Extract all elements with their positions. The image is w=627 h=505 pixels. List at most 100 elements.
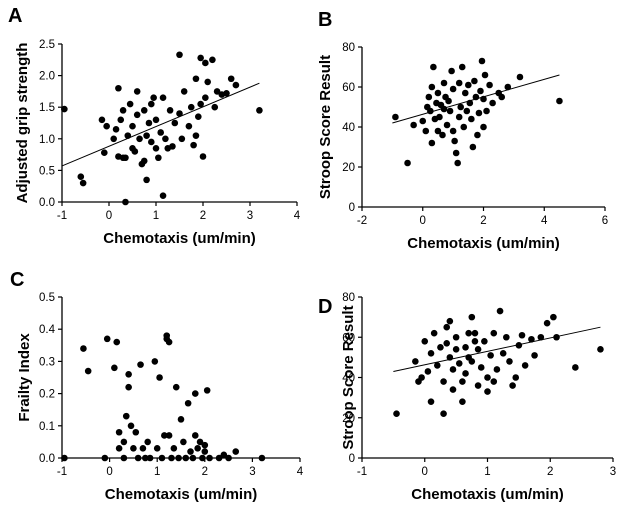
data-point xyxy=(437,344,444,351)
data-point xyxy=(178,135,186,143)
data-point xyxy=(484,374,491,381)
data-point xyxy=(155,154,162,162)
y-tick-label: 20 xyxy=(342,162,355,174)
data-point xyxy=(469,143,477,151)
data-point xyxy=(468,313,476,321)
data-point xyxy=(449,366,457,373)
data-point xyxy=(443,323,451,331)
data-point xyxy=(111,364,118,372)
data-point xyxy=(189,454,197,462)
data-point xyxy=(465,329,472,337)
data-point xyxy=(490,378,498,385)
data-point xyxy=(496,307,504,315)
data-point xyxy=(471,337,479,345)
panel-c: -1 0 1 2 3 4 0.0 0.1 0.2 0.3 0.4 0.5 Chemotaxis (um/… xyxy=(10,269,304,503)
data-point xyxy=(440,378,447,385)
data-point xyxy=(509,382,516,389)
x-tick-label: 3 xyxy=(249,466,255,478)
y-tick-label: 40 xyxy=(342,373,355,385)
data-point xyxy=(458,63,466,71)
data-point xyxy=(213,88,221,95)
data-point xyxy=(449,127,457,135)
data-point xyxy=(140,157,148,165)
x-axis-label: Chemotaxis (um/min) xyxy=(103,230,256,247)
data-point xyxy=(427,398,435,405)
data-point xyxy=(412,358,419,365)
y-tick-label: 0 xyxy=(349,202,355,214)
data-point xyxy=(498,93,506,101)
data-point xyxy=(518,331,526,339)
data-point xyxy=(165,432,173,439)
data-point xyxy=(232,448,240,455)
data-point xyxy=(428,83,436,91)
data-point xyxy=(124,132,132,139)
data-point xyxy=(131,148,139,155)
x-tick-label: 2 xyxy=(480,215,486,227)
data-point xyxy=(143,176,150,184)
data-point xyxy=(477,364,485,371)
data-point xyxy=(462,370,469,377)
y-tick-label: 1.0 xyxy=(39,134,55,146)
data-point xyxy=(136,135,143,143)
data-point xyxy=(225,454,232,462)
data-point xyxy=(203,387,211,394)
data-point xyxy=(258,454,266,462)
data-point xyxy=(521,362,529,369)
data-point xyxy=(191,390,199,397)
data-point xyxy=(134,454,142,462)
data-point xyxy=(192,75,200,83)
data-point xyxy=(460,123,468,131)
data-point xyxy=(531,352,538,359)
data-point xyxy=(101,149,108,157)
data-point xyxy=(84,367,92,375)
data-point xyxy=(439,131,446,139)
data-point xyxy=(220,451,228,459)
data-point xyxy=(452,149,460,157)
data-point xyxy=(410,121,417,129)
x-tick-label: 1 xyxy=(153,210,159,222)
y-tick-label: 0 xyxy=(349,453,355,465)
data-point xyxy=(481,337,488,345)
data-point xyxy=(204,78,211,86)
data-point xyxy=(80,345,87,352)
y-tick-label: 40 xyxy=(342,122,355,134)
data-point xyxy=(140,107,148,114)
data-point xyxy=(184,399,192,407)
data-point xyxy=(142,454,149,462)
data-point xyxy=(516,73,524,81)
data-point xyxy=(161,432,168,439)
data-point xyxy=(211,103,219,111)
fit-line xyxy=(393,326,601,372)
data-point xyxy=(158,454,166,462)
data-point xyxy=(483,107,490,115)
data-point xyxy=(191,432,199,439)
y-tick-label: 0.4 xyxy=(39,324,56,336)
data-point xyxy=(452,333,460,341)
y-tick-label: 2.5 xyxy=(39,39,55,51)
data-point xyxy=(446,354,454,361)
data-point xyxy=(197,100,204,108)
x-tick-label: 2 xyxy=(547,466,553,478)
data-point xyxy=(471,77,478,85)
data-point xyxy=(143,132,150,139)
data-point xyxy=(487,352,494,359)
data-point xyxy=(537,333,545,341)
data-point xyxy=(434,89,442,97)
data-point xyxy=(418,374,425,381)
panel-label: A xyxy=(8,5,22,27)
data-point xyxy=(506,358,513,365)
data-point xyxy=(477,87,484,95)
x-tick-label: 2 xyxy=(200,210,206,222)
data-point xyxy=(159,94,167,102)
data-point xyxy=(434,127,442,135)
data-point xyxy=(132,428,140,436)
data-point xyxy=(443,121,451,129)
data-point xyxy=(156,374,163,381)
data-point xyxy=(151,358,159,365)
data-point xyxy=(475,109,483,117)
x-tick-label: -2 xyxy=(357,215,367,227)
fit-line xyxy=(61,82,260,167)
x-tick-label: 4 xyxy=(294,210,301,222)
data-point xyxy=(110,135,117,143)
